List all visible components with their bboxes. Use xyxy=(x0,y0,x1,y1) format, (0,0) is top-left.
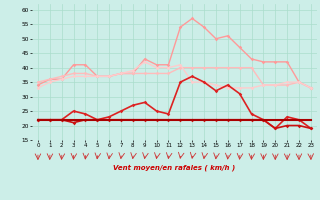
X-axis label: Vent moyen/en rafales ( km/h ): Vent moyen/en rafales ( km/h ) xyxy=(113,164,236,171)
